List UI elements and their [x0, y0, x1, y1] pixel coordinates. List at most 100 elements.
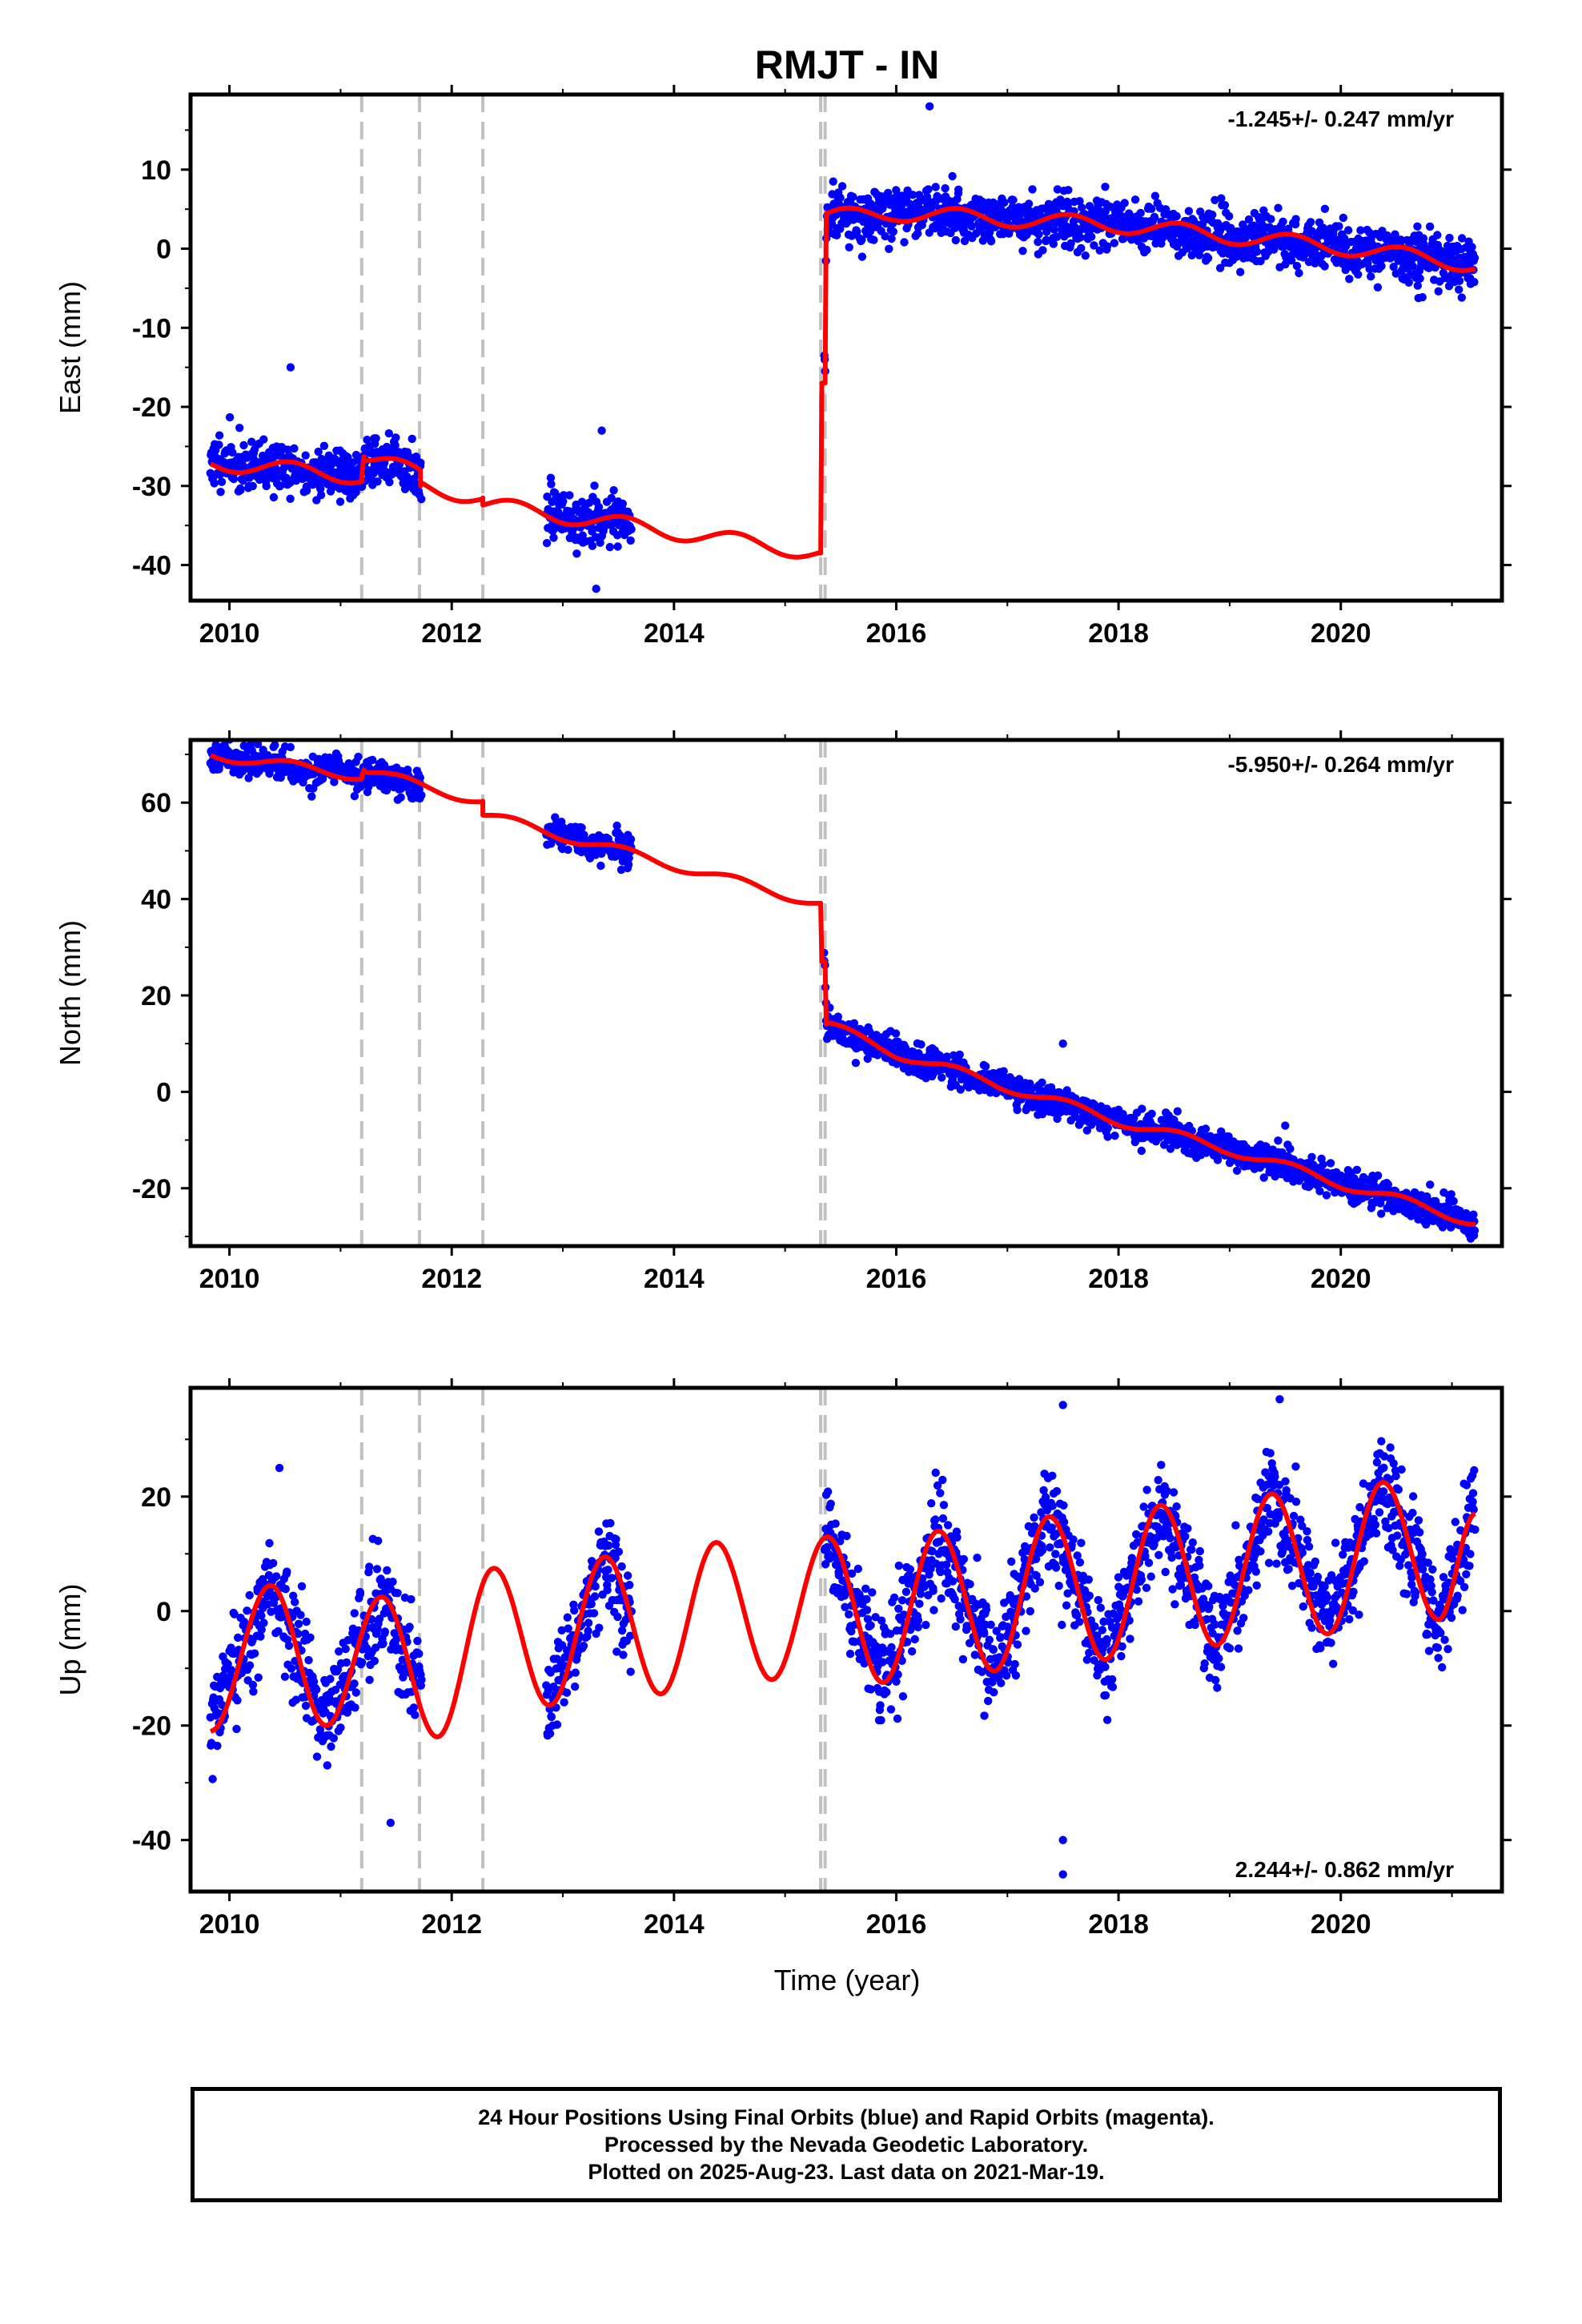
east-data-point — [1455, 276, 1464, 285]
up-data-point — [842, 1531, 851, 1541]
north-data-point — [1307, 1152, 1316, 1162]
up-data-point — [910, 1634, 919, 1644]
up-data-point — [579, 1642, 588, 1651]
up-data-point — [335, 1647, 343, 1656]
up-data-point — [413, 1636, 422, 1646]
up-data-point — [326, 1675, 335, 1683]
up-data-point — [984, 1696, 993, 1706]
north-data-point — [1138, 1104, 1146, 1113]
east-data-point — [259, 435, 268, 444]
east-data-point — [262, 481, 271, 491]
east-data-point — [908, 191, 917, 199]
up-data-point — [982, 1605, 991, 1614]
up-data-point — [370, 1656, 379, 1666]
east-data-point — [931, 183, 940, 191]
north-data-point — [624, 854, 633, 862]
north-data-point — [1447, 1190, 1456, 1199]
up-data-point — [938, 1514, 948, 1523]
up-data-point — [327, 1742, 335, 1751]
east-data-point — [290, 444, 299, 453]
east-y-tick-label: -30 — [132, 472, 171, 502]
up-data-point — [973, 1554, 982, 1562]
east-data-point — [1445, 233, 1454, 243]
east-data-point — [228, 448, 237, 457]
east-data-point — [1377, 262, 1386, 271]
east-data-point — [853, 227, 861, 236]
east-data-point — [1244, 215, 1254, 224]
up-data-point — [942, 1560, 951, 1570]
east-data-point — [1077, 243, 1086, 253]
north-data-point — [624, 860, 633, 869]
north-data-point — [417, 790, 426, 800]
east-data-point — [1009, 195, 1018, 204]
north-data-point — [981, 1062, 990, 1071]
east-data-point — [1075, 233, 1085, 242]
north-data-point — [1373, 1171, 1383, 1180]
east-data-point — [1211, 195, 1219, 204]
up-data-point — [312, 1685, 321, 1694]
east-data-point — [613, 542, 622, 551]
up-data-point — [584, 1618, 593, 1627]
up-data-point — [383, 1566, 391, 1575]
east-data-point — [1217, 194, 1226, 203]
up-data-point — [306, 1633, 315, 1642]
east-x-tick-label: 2020 — [1311, 618, 1371, 649]
up-data-point — [847, 1626, 856, 1636]
east-data-point — [1038, 246, 1047, 255]
north-data-point — [955, 1050, 964, 1059]
north-data-point — [1352, 1165, 1362, 1175]
east-data-point — [967, 222, 976, 231]
east-data-point — [1354, 270, 1363, 279]
east-data-point — [1457, 234, 1467, 243]
up-data-point — [265, 1538, 274, 1548]
north-data-point — [354, 752, 363, 762]
east-outlier-point — [597, 426, 606, 435]
up-data-point — [227, 1666, 236, 1675]
east-data-point — [1320, 204, 1330, 213]
east-data-point — [1320, 262, 1329, 271]
up-data-point — [287, 1664, 296, 1673]
east-data-point — [1049, 239, 1058, 248]
up-data-point — [889, 1593, 899, 1602]
up-data-point — [866, 1685, 876, 1694]
east-data-point — [924, 185, 933, 194]
up-data-point — [913, 1622, 922, 1632]
east-data-point — [1034, 237, 1042, 247]
north-plot-area — [206, 740, 1480, 1246]
up-data-point — [617, 1562, 626, 1571]
north-data-point — [596, 861, 605, 870]
east-data-point — [1249, 221, 1259, 230]
up-data-point — [866, 1621, 875, 1630]
east-data-point — [276, 481, 285, 490]
east-data-point — [319, 441, 329, 450]
east-data-point — [845, 243, 853, 251]
north-data-point — [616, 865, 626, 875]
up-data-point — [304, 1655, 313, 1665]
north-data-point — [1319, 1160, 1327, 1169]
east-data-point — [1302, 247, 1311, 256]
east-data-point — [1468, 243, 1476, 251]
east-data-point — [408, 434, 416, 444]
up-data-point — [950, 1594, 959, 1604]
up-data-point — [405, 1622, 414, 1631]
north-data-point — [917, 1040, 926, 1049]
up-data-point — [297, 1582, 307, 1591]
east-data-point — [1356, 226, 1365, 235]
up-data-point — [296, 1610, 305, 1619]
east-axes-frame — [188, 92, 1504, 603]
east-data-point — [1042, 235, 1051, 244]
east-data-point — [1343, 226, 1353, 235]
east-data-point — [605, 543, 614, 552]
east-data-point — [1408, 262, 1417, 271]
up-data-point — [617, 1626, 627, 1635]
east-data-point — [1102, 242, 1112, 251]
up-plot-area — [206, 1388, 1480, 1892]
up-data-point — [933, 1481, 942, 1490]
east-data-point — [229, 474, 239, 484]
up-data-point — [604, 1541, 613, 1550]
north-data-point — [307, 792, 316, 801]
up-data-point — [847, 1569, 857, 1578]
east-y-tick-label: 10 — [141, 155, 171, 186]
